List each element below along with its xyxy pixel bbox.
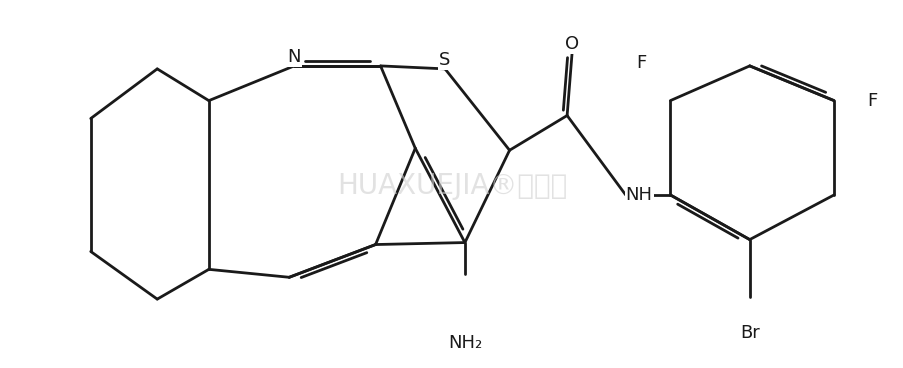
Text: NH₂: NH₂	[447, 334, 481, 352]
Text: O: O	[564, 35, 579, 53]
Text: S: S	[439, 51, 451, 69]
Text: HUAXUEJIA®化学加: HUAXUEJIA®化学加	[337, 172, 566, 200]
Text: NH: NH	[625, 186, 652, 204]
Text: Br: Br	[739, 324, 759, 342]
Text: F: F	[636, 54, 646, 72]
Text: N: N	[287, 48, 301, 66]
Text: F: F	[866, 92, 876, 110]
